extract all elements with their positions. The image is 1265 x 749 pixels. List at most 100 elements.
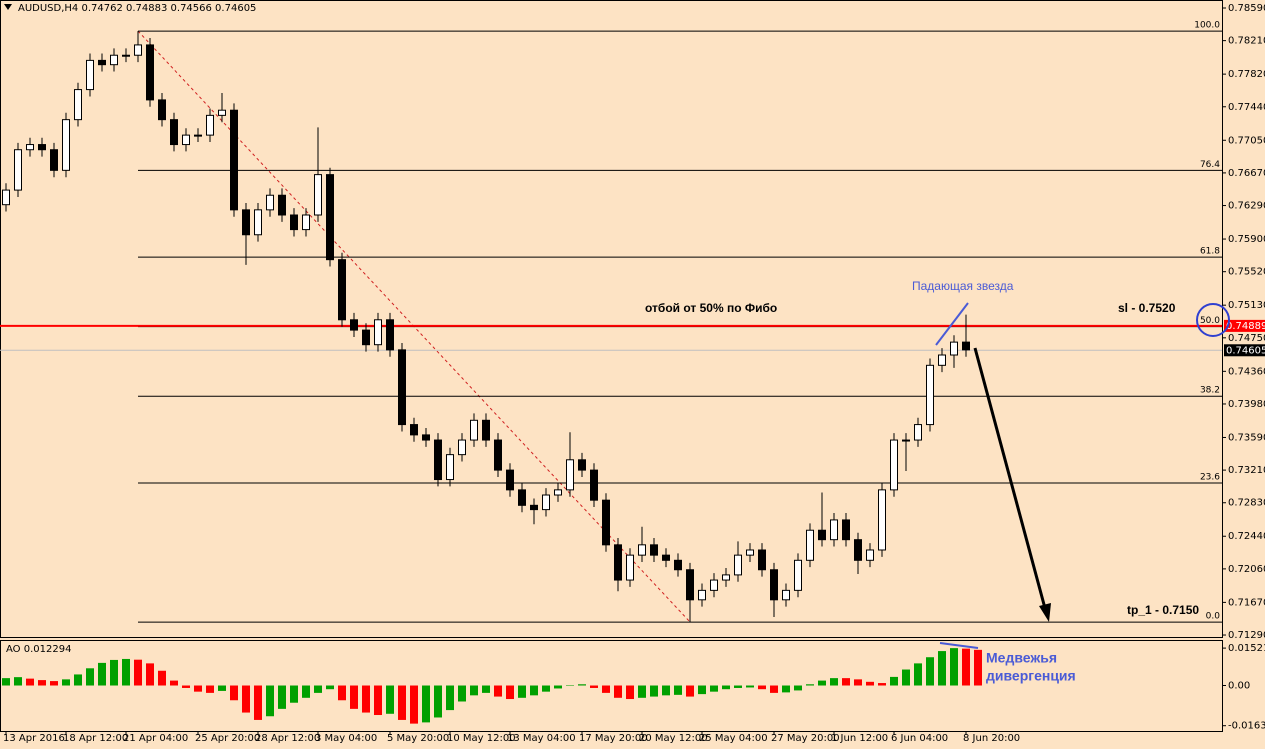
- candle-body: [878, 489, 886, 551]
- x-tick-label: 27 May 20:00: [771, 733, 840, 744]
- fib-label: 0.0: [1206, 612, 1221, 622]
- candle-body: [590, 469, 598, 501]
- ao-bar: [866, 681, 874, 686]
- ao-bar: [818, 680, 826, 686]
- ao-bar: [578, 684, 586, 686]
- ao-bar: [650, 685, 658, 697]
- candle: [506, 463, 514, 497]
- candle: [794, 553, 802, 598]
- candle-body: [638, 544, 646, 556]
- candle-body: [818, 529, 826, 541]
- candle: [86, 53, 94, 97]
- ao-bar: [938, 651, 946, 686]
- candle-body: [854, 539, 862, 561]
- candle-body: [566, 459, 574, 491]
- candle: [782, 583, 790, 607]
- candle: [170, 112, 178, 152]
- candle: [818, 492, 826, 547]
- candle: [638, 526, 646, 563]
- candle: [722, 568, 730, 587]
- ao-bar: [170, 680, 178, 686]
- candle: [650, 537, 658, 563]
- candle-body: [326, 174, 334, 261]
- candle-body: [782, 589, 790, 601]
- candle-body: [830, 519, 838, 541]
- candle-body: [602, 499, 610, 546]
- candle-body: [770, 569, 778, 601]
- ao-bar: [926, 657, 934, 686]
- candle: [446, 447, 454, 487]
- ao-bar: [710, 685, 718, 692]
- divergence-line: [939, 642, 979, 649]
- candle-body: [914, 424, 922, 441]
- candle-body: [314, 174, 322, 216]
- x-tick-label: 6 Jun 04:00: [891, 733, 948, 744]
- candle-body: [446, 454, 454, 481]
- ao-bar: [470, 685, 478, 696]
- candle-body: [98, 59, 106, 66]
- price-tag: [1224, 344, 1265, 357]
- ao-bar: [38, 680, 46, 686]
- ao-bar: [182, 685, 190, 688]
- candle-body: [734, 554, 742, 576]
- candle: [842, 513, 850, 547]
- x-tick-label: 25 Apr 20:00: [195, 733, 260, 744]
- ao-bar: [110, 659, 118, 686]
- candle-body: [230, 109, 238, 211]
- candle-body: [674, 559, 682, 571]
- ao-bar: [758, 685, 766, 690]
- ao-bar: [722, 685, 730, 690]
- candle-body: [158, 99, 166, 121]
- candle: [302, 208, 310, 237]
- candle-body: [38, 144, 46, 151]
- ao-bar: [854, 679, 862, 686]
- candle: [926, 358, 934, 432]
- candle-body: [458, 439, 466, 456]
- candle-body: [26, 144, 34, 151]
- ao-bar: [290, 685, 298, 703]
- candle: [338, 252, 346, 327]
- annotation: Медвежья: [986, 650, 1057, 666]
- candle: [158, 93, 166, 127]
- candle: [806, 523, 814, 568]
- candle-body: [422, 434, 430, 441]
- candle: [182, 128, 190, 152]
- candle: [422, 428, 430, 447]
- ao-bar: [410, 685, 418, 724]
- candle: [566, 432, 574, 497]
- ao-bar: [422, 685, 430, 723]
- ao-bar: [50, 681, 58, 686]
- candle-body: [842, 519, 850, 541]
- candle-body: [386, 319, 394, 351]
- candle-body: [362, 329, 370, 346]
- candle: [866, 543, 874, 568]
- ao-bar: [242, 685, 250, 713]
- candle: [230, 103, 238, 217]
- candle: [350, 312, 358, 337]
- candle-body: [50, 149, 58, 171]
- candle-body: [554, 489, 562, 496]
- ao-bar: [434, 685, 442, 718]
- x-tick-label: 28 Apr 12:00: [255, 733, 320, 744]
- candle: [110, 48, 118, 72]
- ao-bar: [974, 649, 982, 686]
- candle: [734, 541, 742, 582]
- x-tick-label: 25 May 04:00: [699, 733, 768, 744]
- candle: [254, 202, 262, 242]
- ao-bar: [518, 685, 526, 698]
- candle: [134, 31, 142, 63]
- ao-bar: [566, 685, 574, 686]
- ao-bar: [890, 676, 898, 686]
- candle: [662, 548, 670, 568]
- price-tag-label: 0.74605: [1226, 345, 1265, 356]
- ao-bar: [302, 685, 310, 698]
- ao-bar: [134, 659, 142, 686]
- ao-bar: [626, 685, 634, 700]
- ao-bar: [530, 685, 538, 696]
- ao-bar: [350, 685, 358, 709]
- candle: [218, 93, 226, 123]
